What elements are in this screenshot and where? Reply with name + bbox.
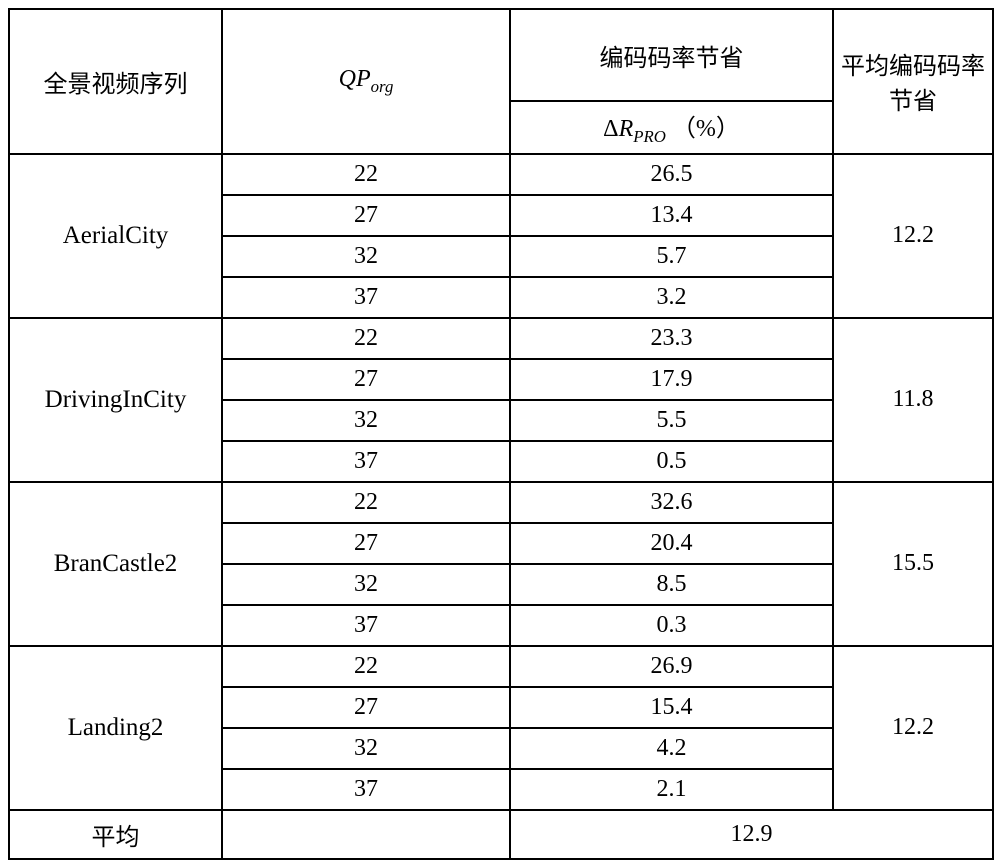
table-row: BranCastle2 22 32.6 15.5 — [9, 482, 993, 523]
data-table: 全景视频序列 QPorg 编码码率节省 平均编码码率节省 ΔRPRO （%） A… — [8, 8, 994, 860]
header-sequence: 全景视频序列 — [9, 9, 222, 154]
table-row: AerialCity 22 26.5 12.2 — [9, 154, 993, 195]
header-qp: QPorg — [222, 9, 510, 154]
rate-cell: 0.3 — [510, 605, 833, 646]
delta-r-base: R — [619, 116, 634, 142]
qp-cell: 37 — [222, 769, 510, 810]
rate-cell: 5.5 — [510, 400, 833, 441]
sequence-name: AerialCity — [9, 154, 222, 318]
rate-cell: 3.2 — [510, 277, 833, 318]
rate-cell: 4.2 — [510, 728, 833, 769]
qp-cell: 37 — [222, 277, 510, 318]
delta-r-suffix: （%） — [666, 116, 740, 142]
qp-cell: 37 — [222, 441, 510, 482]
header-rate-saving: 编码码率节省 — [510, 9, 833, 101]
sequence-name: DrivingInCity — [9, 318, 222, 482]
rate-cell: 2.1 — [510, 769, 833, 810]
qp-cell: 32 — [222, 400, 510, 441]
footer-overall-avg: 12.9 — [510, 810, 993, 859]
qp-cell: 22 — [222, 318, 510, 359]
qp-cell: 22 — [222, 154, 510, 195]
table-row: Landing2 22 26.9 12.2 — [9, 646, 993, 687]
qp-cell: 37 — [222, 605, 510, 646]
avg-cell: 11.8 — [833, 318, 993, 482]
avg-cell: 15.5 — [833, 482, 993, 646]
rate-cell: 0.5 — [510, 441, 833, 482]
avg-cell: 12.2 — [833, 646, 993, 810]
rate-cell: 26.5 — [510, 154, 833, 195]
header-row-1: 全景视频序列 QPorg 编码码率节省 平均编码码率节省 — [9, 9, 993, 101]
qp-cell: 32 — [222, 236, 510, 277]
rate-cell: 13.4 — [510, 195, 833, 236]
footer-qp-empty — [222, 810, 510, 859]
sequence-name: Landing2 — [9, 646, 222, 810]
footer-row: 平均 12.9 — [9, 810, 993, 859]
qp-cell: 32 — [222, 728, 510, 769]
qp-cell: 27 — [222, 195, 510, 236]
qp-cell: 27 — [222, 523, 510, 564]
rate-cell: 32.6 — [510, 482, 833, 523]
rate-cell: 23.3 — [510, 318, 833, 359]
header-avg-rate: 平均编码码率节省 — [833, 9, 993, 154]
qp-cell: 27 — [222, 687, 510, 728]
delta-r-prefix: Δ — [603, 116, 618, 142]
avg-cell: 12.2 — [833, 154, 993, 318]
rate-cell: 15.4 — [510, 687, 833, 728]
qp-cell: 27 — [222, 359, 510, 400]
delta-r-sub: PRO — [633, 127, 666, 146]
header-qp-sub: org — [371, 77, 394, 96]
footer-label: 平均 — [9, 810, 222, 859]
table-row: DrivingInCity 22 23.3 11.8 — [9, 318, 993, 359]
rate-cell: 5.7 — [510, 236, 833, 277]
qp-cell: 22 — [222, 646, 510, 687]
sequence-name: BranCastle2 — [9, 482, 222, 646]
rate-cell: 20.4 — [510, 523, 833, 564]
rate-cell: 8.5 — [510, 564, 833, 605]
qp-cell: 32 — [222, 564, 510, 605]
qp-cell: 22 — [222, 482, 510, 523]
header-qp-base: QP — [339, 66, 371, 92]
rate-cell: 26.9 — [510, 646, 833, 687]
rate-cell: 17.9 — [510, 359, 833, 400]
header-delta-r: ΔRPRO （%） — [510, 101, 833, 154]
